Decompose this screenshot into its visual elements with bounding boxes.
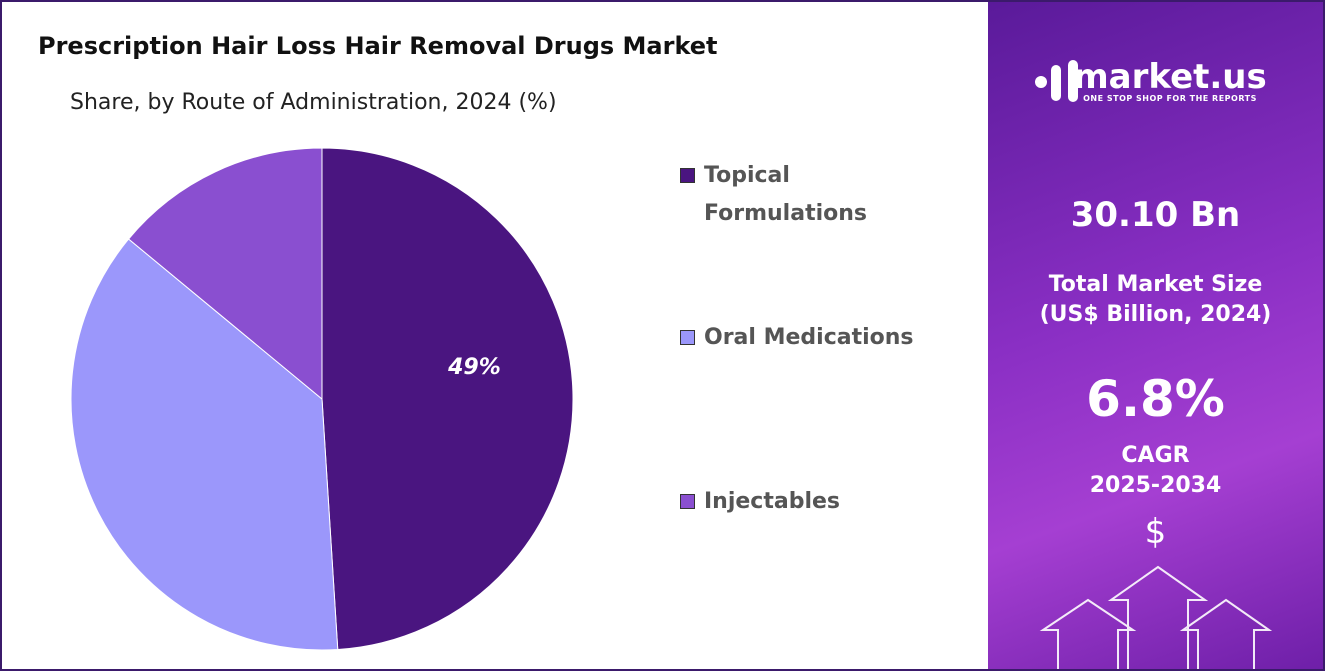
legend-label: Topical Formulations — [704, 163, 868, 226]
brand: market.us — [1073, 57, 1267, 97]
legend-swatch — [680, 330, 695, 345]
chart-title: Prescription Hair Loss Hair Removal Drug… — [38, 32, 718, 60]
pie-slice — [127, 147, 323, 401]
market-size-label: Total Market Size — [1048, 272, 1263, 297]
market-size-unit: (US$ Billion, 2024) — [1039, 302, 1272, 327]
market-size: 30.10 Bn — [1070, 195, 1241, 235]
cagr: 6.8% — [1086, 370, 1225, 428]
cagr-period: 2025-2034 — [1089, 473, 1222, 498]
legend-label: Oral Medications — [704, 325, 914, 350]
decoration — [1035, 60, 1273, 669]
pie-slice — [321, 147, 574, 651]
legend-item: Injectables — [680, 483, 940, 521]
side-panel: market.us ONE STOP SHOP FOR THE REPORTS … — [988, 2, 1323, 669]
legend-swatch — [680, 494, 695, 509]
tagline: ONE STOP SHOP FOR THE REPORTS — [1083, 94, 1257, 103]
cagr-label: CAGR — [1121, 443, 1190, 468]
legend-swatch — [680, 168, 695, 183]
currency: $ — [1144, 512, 1167, 552]
data-label: 49% — [447, 355, 501, 380]
chart-subtitle: Share, by Route of Administration, 2024 … — [70, 90, 557, 115]
legend-item: Topical Formulations — [680, 157, 940, 233]
pie-slice — [70, 238, 339, 651]
legend-label: Injectables — [704, 489, 841, 514]
pie-chart: 49% — [70, 147, 574, 651]
legend-item: Oral Medications — [680, 319, 940, 357]
